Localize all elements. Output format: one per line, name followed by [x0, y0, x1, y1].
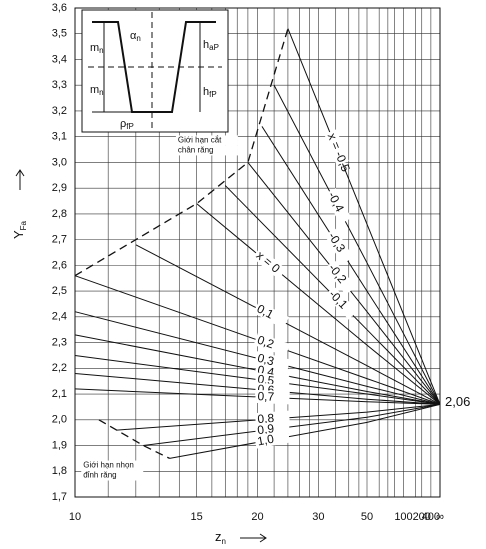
y-axis-arrow	[15, 169, 25, 190]
boundary-line	[98, 419, 170, 459]
curve-label-group: 0,7	[255, 389, 290, 405]
curve-label-bg	[254, 429, 291, 449]
inset-label: mn	[90, 84, 104, 97]
y-tick-label: 3,0	[52, 156, 67, 168]
x-tick-label: 400	[422, 511, 440, 523]
curve-label-bg	[324, 129, 349, 166]
curve	[74, 372, 441, 405]
curve	[116, 403, 441, 431]
y-tick-label: 2,1	[52, 388, 67, 400]
y-tick-label: 3,6	[52, 2, 67, 14]
curve	[74, 311, 441, 405]
x-tick-label: 50	[361, 511, 373, 523]
y-tick-label: 1,7	[52, 491, 67, 503]
curve-label-bg	[254, 351, 291, 373]
y-tick-label: 2,7	[52, 234, 67, 246]
y-tick-label: 2,4	[52, 311, 67, 323]
curve	[74, 275, 441, 405]
y-tick-label: 2,2	[52, 362, 67, 374]
annotation-bg	[81, 470, 144, 481]
y-tick-label: 3,2	[52, 105, 67, 117]
curve-label-group: 0,2	[253, 332, 291, 357]
curve	[135, 244, 441, 405]
annotation: Giới hạn cắt	[178, 136, 222, 145]
inset-label: αn	[130, 30, 141, 43]
curve-label-group: 1,0	[254, 429, 291, 449]
curve-label-bg	[324, 286, 358, 320]
curve-label-bg	[253, 332, 291, 357]
curve	[247, 162, 441, 405]
x-tick-label: 200	[413, 511, 431, 523]
x-tick-label: 100	[394, 511, 412, 523]
annotation: chân răng	[178, 146, 214, 155]
curve	[74, 334, 441, 405]
curve-label: 1,0	[256, 432, 275, 449]
x-axis-label: zn	[215, 529, 226, 546]
inset-diagram: mn mn αn haP hfP ρfP	[81, 9, 229, 133]
curve	[287, 28, 441, 405]
annotation: Giới hạn nhọn	[83, 461, 134, 470]
y-axis-label: YFa	[11, 220, 28, 239]
inset-label: mn	[90, 42, 104, 55]
y-tick-label: 2,6	[52, 259, 67, 271]
annotation-bg	[175, 135, 238, 146]
x-tick-label: 30	[312, 511, 324, 523]
curve-label-bg	[252, 247, 287, 280]
y-tick-label: 3,4	[52, 53, 67, 65]
plot-frame	[74, 7, 441, 498]
y-tick-label: 2,9	[52, 182, 67, 194]
convergence-label: 2,06	[445, 394, 470, 409]
inset-label: ρfP	[120, 118, 134, 131]
x-tick-label: 10	[69, 511, 81, 523]
x-tick-label: 20	[251, 511, 263, 523]
curve	[224, 185, 441, 405]
curve	[196, 203, 441, 405]
y-tick-label: 2,8	[52, 208, 67, 220]
annotation-bg	[81, 460, 144, 471]
curve-label-bg	[252, 301, 290, 329]
annotation-bg	[175, 145, 238, 156]
y-tick-label: 1,9	[52, 439, 67, 451]
curve-label: 0,8	[257, 411, 275, 426]
curve	[74, 388, 441, 405]
y-tick-label: 3,5	[52, 28, 67, 40]
curve	[273, 84, 441, 405]
curve	[74, 354, 441, 405]
inset-label: haP	[203, 39, 219, 52]
x-tick-label: ∞	[436, 511, 444, 523]
y-tick-label: 2,0	[52, 414, 67, 426]
y-tick-label: 3,1	[52, 131, 67, 143]
curve-label-group: 0,1	[252, 301, 290, 329]
curve-label: 0,7	[257, 389, 275, 404]
x-axis-arrow	[240, 533, 267, 543]
curve-label-bg	[255, 389, 290, 405]
curve	[143, 403, 441, 447]
y-tick-label: 2,3	[52, 336, 67, 348]
curve-label: 0,2	[255, 333, 276, 352]
y-tick-label: 3,3	[52, 79, 67, 91]
curve-label-bg	[324, 228, 354, 265]
curve-label: 0,1	[255, 302, 277, 322]
curve-label-bg	[324, 188, 352, 225]
boundary-line	[74, 28, 289, 277]
curve	[169, 403, 441, 459]
y-tick-label: 1,8	[52, 465, 67, 477]
annotation: đỉnh răng	[83, 471, 116, 480]
x-tick-label: 15	[191, 511, 203, 523]
curve	[261, 126, 441, 405]
inset-label: hfP	[203, 86, 217, 99]
y-tick-label: 2,5	[52, 285, 67, 297]
curve-label-bg	[324, 260, 356, 295]
